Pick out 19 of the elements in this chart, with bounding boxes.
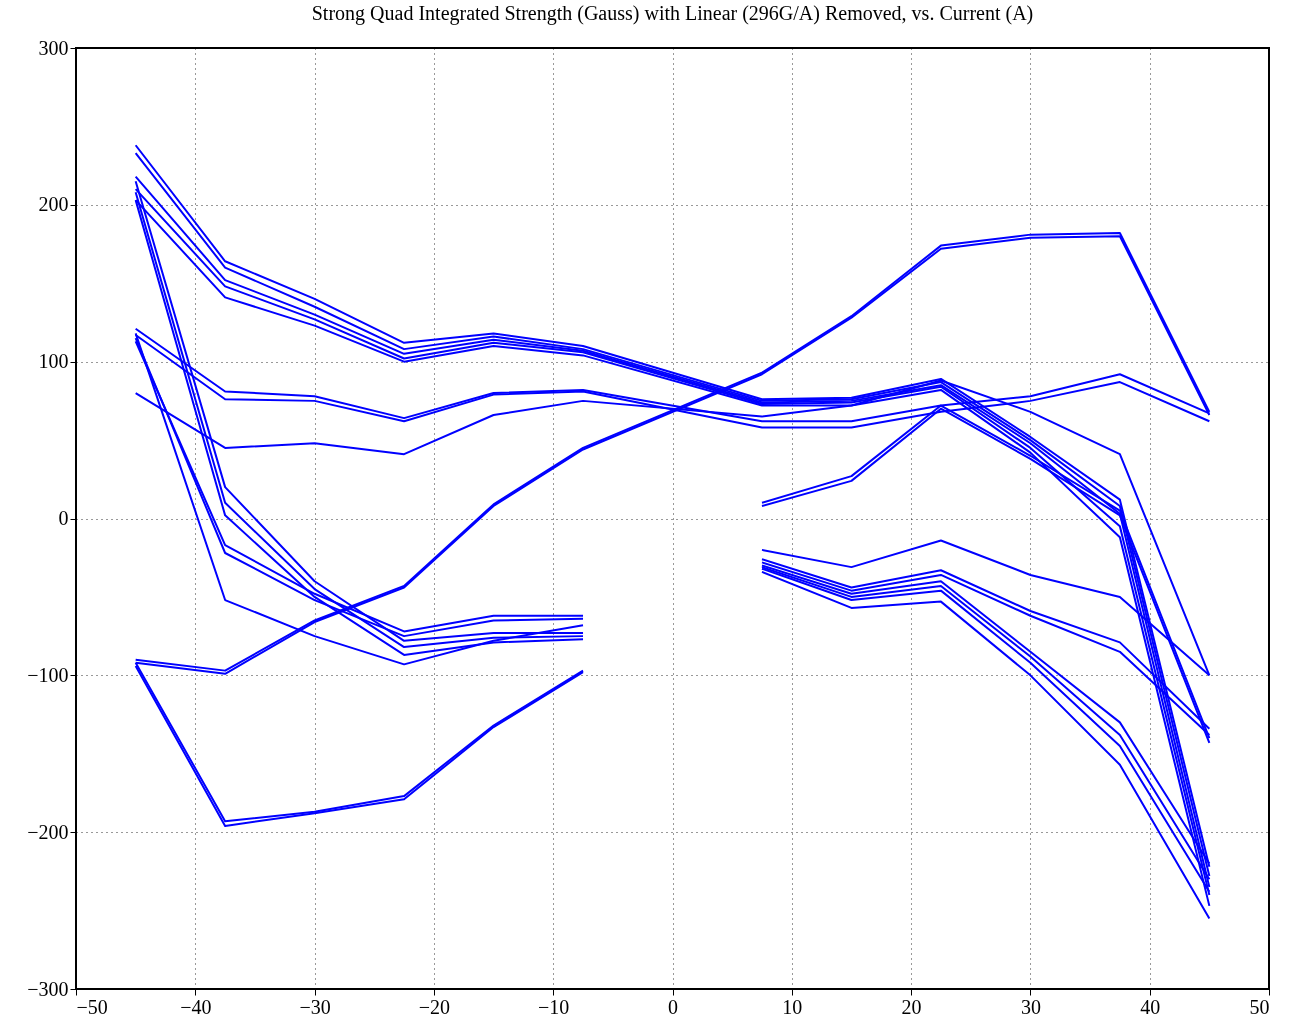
x-tick-label: 20 <box>901 995 922 1018</box>
chart-title: Strong Quad Integrated Strength (Gauss) with Linear (296G/A) Removed, vs. Current (A) <box>311 2 1034 25</box>
x-tick-label: 40 <box>1140 995 1161 1018</box>
y-tick-label: 300 <box>38 36 69 59</box>
x-tick-label: 50 <box>1249 995 1270 1018</box>
y-tick-label: −100 <box>27 663 69 686</box>
x-tick-label: −30 <box>299 995 331 1018</box>
y-tick-label: 0 <box>58 507 69 529</box>
x-tick-label: 30 <box>1020 995 1041 1018</box>
y-tick-label: −200 <box>27 820 69 843</box>
x-tick-label: −40 <box>180 995 212 1018</box>
x-tick-label: 0 <box>668 995 678 1018</box>
y-tick-label: 200 <box>38 193 69 216</box>
y-tick-label: −300 <box>27 977 69 1000</box>
x-tick-label: −50 <box>76 995 108 1018</box>
x-tick-label: −20 <box>418 995 451 1018</box>
x-tick-label: 10 <box>782 995 803 1018</box>
x-tick-label: −10 <box>538 995 570 1018</box>
y-tick-label: 100 <box>38 350 69 373</box>
